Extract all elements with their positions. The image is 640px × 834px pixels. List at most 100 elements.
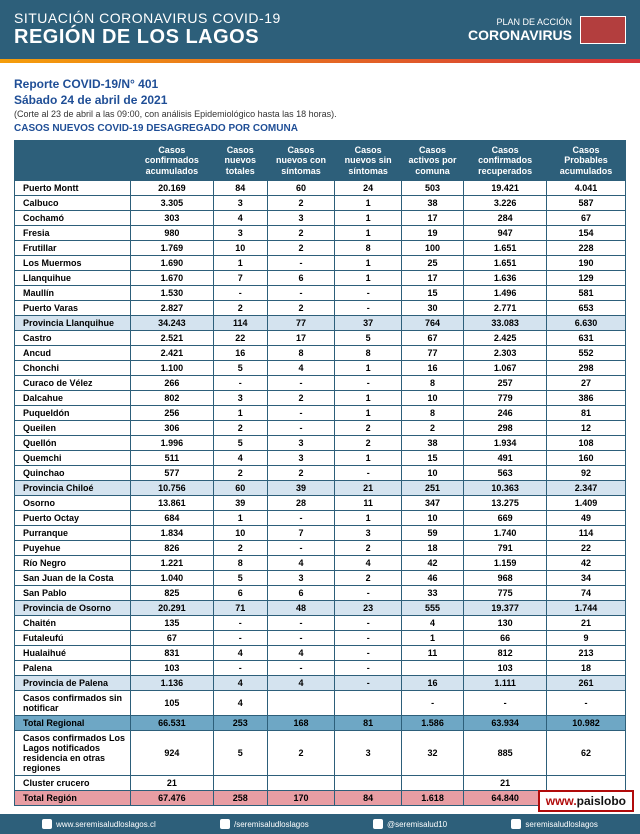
cell: 64.840 xyxy=(464,791,547,806)
cell: 34.243 xyxy=(131,316,214,331)
cell: 22 xyxy=(213,331,267,346)
cell: 17 xyxy=(267,331,335,346)
cell: 980 xyxy=(131,226,214,241)
table-row: Puyehue8262-21879122 xyxy=(15,541,626,556)
cell: 10 xyxy=(402,511,464,526)
cell: 190 xyxy=(547,256,626,271)
col-header: Casos confirmados recuperados xyxy=(464,141,547,181)
table-row: Provincia Llanquihue34.243114773776433.0… xyxy=(15,316,626,331)
cell: 39 xyxy=(267,481,335,496)
cell: 3 xyxy=(213,196,267,211)
cell: 1.740 xyxy=(464,526,547,541)
cell: 1 xyxy=(213,406,267,421)
cell: 1.111 xyxy=(464,676,547,691)
cell: 1.834 xyxy=(131,526,214,541)
cell: 5 xyxy=(335,331,402,346)
cell xyxy=(267,776,335,791)
cell: 39 xyxy=(213,496,267,511)
cell xyxy=(335,691,402,716)
row-name: Río Negro xyxy=(15,556,131,571)
gov-logo-icon xyxy=(580,16,626,44)
cell: 25 xyxy=(402,256,464,271)
cell: 13.275 xyxy=(464,496,547,511)
cell: - xyxy=(213,376,267,391)
cell: 812 xyxy=(464,646,547,661)
row-name: Ancud xyxy=(15,346,131,361)
row-name: Frutillar xyxy=(15,241,131,256)
cell: 105 xyxy=(131,691,214,716)
cell: 2 xyxy=(267,226,335,241)
table-header-row: Casos confirmados acumuladosCasos nuevos… xyxy=(15,141,626,181)
cell: 1.530 xyxy=(131,286,214,301)
row-name: Hualaihué xyxy=(15,646,131,661)
cell: 3 xyxy=(213,226,267,241)
cell: 1.996 xyxy=(131,436,214,451)
cell: - xyxy=(267,286,335,301)
row-name: Los Muermos xyxy=(15,256,131,271)
row-name: Casos confirmados sin notificar xyxy=(15,691,131,716)
table-row: San Juan de la Costa1.0405324696834 xyxy=(15,571,626,586)
cell: 20.291 xyxy=(131,601,214,616)
row-name: Purranque xyxy=(15,526,131,541)
row-name: Total Regional xyxy=(15,716,131,731)
cell: 1 xyxy=(335,226,402,241)
cell: 1.100 xyxy=(131,361,214,376)
table-row: Queilen3062-2229812 xyxy=(15,421,626,436)
cell: 284 xyxy=(464,211,547,226)
cell: 130 xyxy=(464,616,547,631)
cell: 21 xyxy=(464,776,547,791)
cell: 4 xyxy=(267,361,335,376)
cell: 2.827 xyxy=(131,301,214,316)
cell xyxy=(335,776,402,791)
cell: 10.363 xyxy=(464,481,547,496)
row-name: Quinchao xyxy=(15,466,131,481)
cell: 2 xyxy=(335,541,402,556)
cell: 1.618 xyxy=(402,791,464,806)
row-name: Puerto Varas xyxy=(15,301,131,316)
cell: 555 xyxy=(402,601,464,616)
cell: 10 xyxy=(213,526,267,541)
table-row: Puerto Octay6841-11066949 xyxy=(15,511,626,526)
cell: - xyxy=(335,676,402,691)
cell: 3.305 xyxy=(131,196,214,211)
cell: - xyxy=(213,661,267,676)
cell: 2.347 xyxy=(547,481,626,496)
col-header: Casos confirmados acumulados xyxy=(131,141,214,181)
table-row: Purranque1.8341073591.740114 xyxy=(15,526,626,541)
cell: 4 xyxy=(402,616,464,631)
cell: 63.934 xyxy=(464,716,547,731)
cell: 74 xyxy=(547,586,626,601)
table-row: Castro2.52122175672.425631 xyxy=(15,331,626,346)
cell: 4 xyxy=(213,211,267,226)
cell: 581 xyxy=(547,286,626,301)
table-body: Puerto Montt20.16984602450319.4214.041Ca… xyxy=(15,181,626,806)
cell: 1.636 xyxy=(464,271,547,286)
table-row: Fresia98032119947154 xyxy=(15,226,626,241)
cell: 160 xyxy=(547,451,626,466)
cell: 825 xyxy=(131,586,214,601)
row-name: Puqueldón xyxy=(15,406,131,421)
situation-line: SITUACIÓN CORONAVIRUS COVID-19 xyxy=(14,10,281,26)
cell: 4 xyxy=(213,691,267,716)
table-row: Ancud2.4211688772.303552 xyxy=(15,346,626,361)
cell: 256 xyxy=(131,406,214,421)
row-name: Calbuco xyxy=(15,196,131,211)
cell: 135 xyxy=(131,616,214,631)
cell: 6 xyxy=(267,586,335,601)
row-name: San Pablo xyxy=(15,586,131,601)
cell: 1.651 xyxy=(464,241,547,256)
cell: 67 xyxy=(131,631,214,646)
cell: - xyxy=(267,421,335,436)
cell: 66 xyxy=(464,631,547,646)
row-name: Palena xyxy=(15,661,131,676)
cell: 33 xyxy=(402,586,464,601)
cell: 1.670 xyxy=(131,271,214,286)
cell: 48 xyxy=(267,601,335,616)
cell: - xyxy=(402,691,464,716)
cell: 4 xyxy=(213,646,267,661)
cell: 1.744 xyxy=(547,601,626,616)
cell: 764 xyxy=(402,316,464,331)
cell: 1 xyxy=(213,511,267,526)
table-row: Quellón1.996532381.934108 xyxy=(15,436,626,451)
cell: 11 xyxy=(335,496,402,511)
